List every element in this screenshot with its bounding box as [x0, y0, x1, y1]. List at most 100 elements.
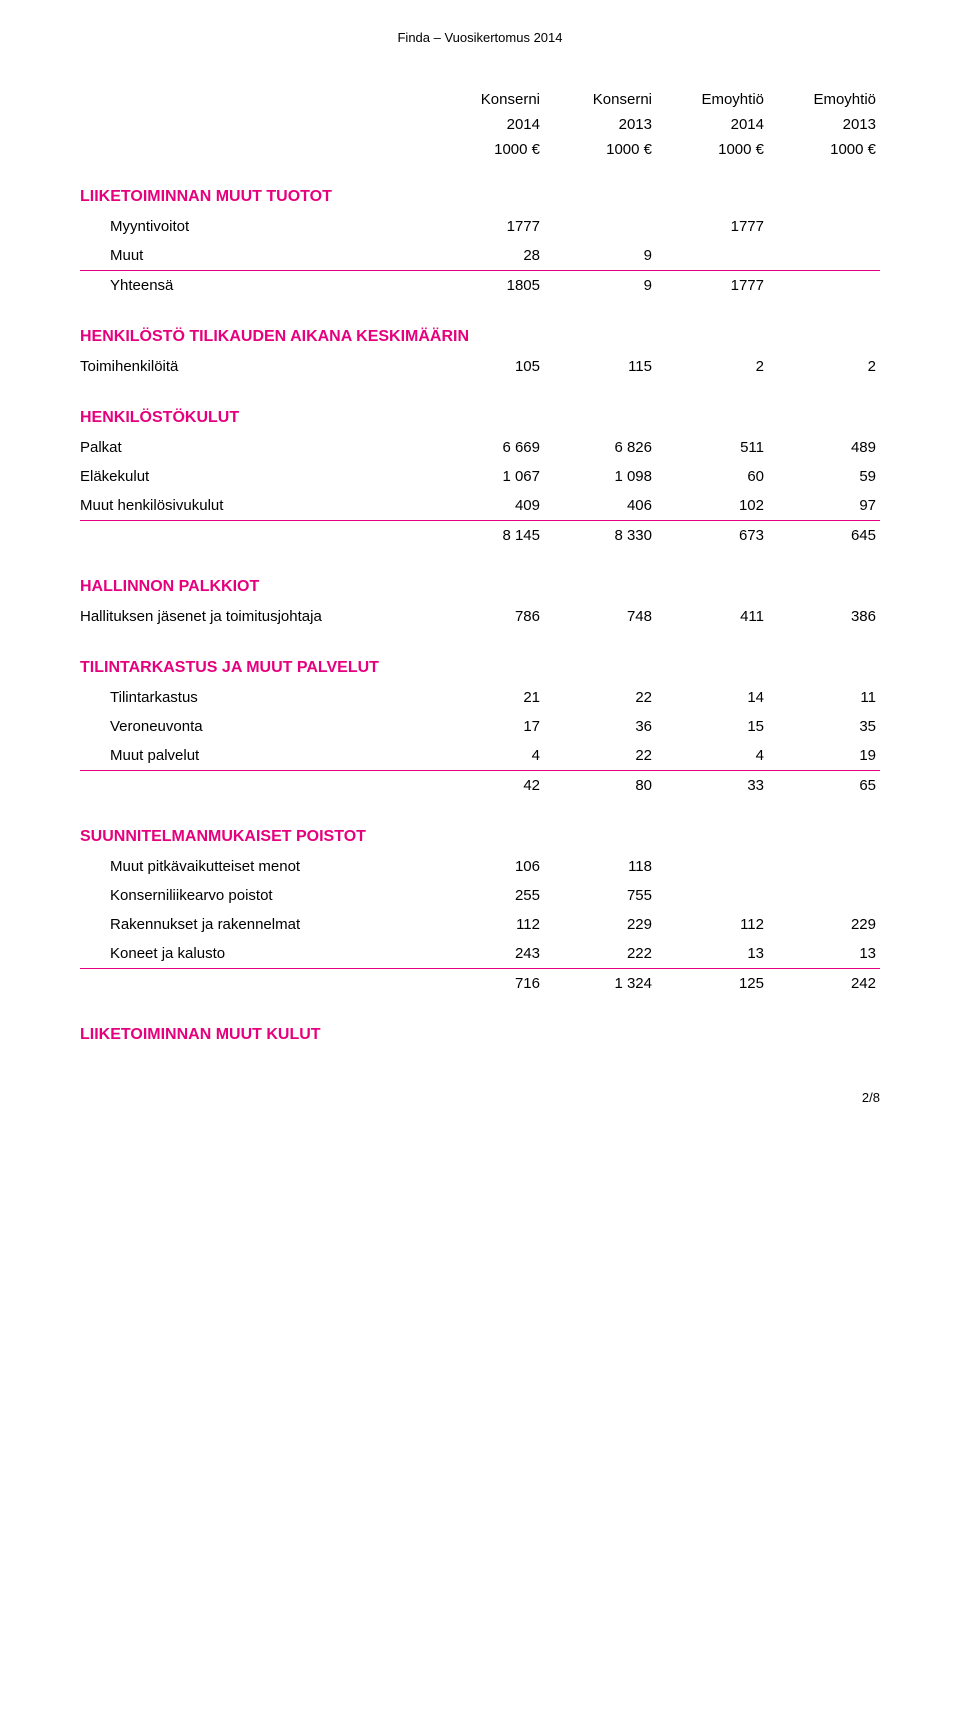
table-row: Muut pitkävaikutteiset menot106118 [80, 852, 880, 881]
table-row: Yhteensä180591777 [80, 271, 880, 301]
table-row: Muut289 [80, 241, 880, 271]
col-h2-3: 2013 [768, 110, 880, 135]
col-h1-2: Emoyhtiö [656, 85, 768, 110]
header-row-3: 1000 € 1000 € 1000 € 1000 € [80, 135, 880, 160]
row-value: 59 [768, 462, 880, 491]
section-table: SUUNNITELMANMUKAISET POISTOTMuut pitkäva… [80, 808, 880, 998]
row-value: 102 [656, 491, 768, 521]
col-h2-2: 2014 [656, 110, 768, 135]
col-h3-3: 1000 € [768, 135, 880, 160]
row-value: 511 [656, 433, 768, 462]
col-h3-0: 1000 € [432, 135, 544, 160]
row-value: 1 098 [544, 462, 656, 491]
row-value: 411 [656, 602, 768, 631]
row-value: 112 [432, 910, 544, 939]
section-title: LIIKETOIMINNAN MUUT KULUT [80, 1006, 880, 1050]
row-label: Yhteensä [80, 271, 432, 301]
row-value: 229 [544, 910, 656, 939]
row-value: 118 [544, 852, 656, 881]
table-row: 8 1458 330673645 [80, 521, 880, 551]
section-title: TILINTARKASTUS JA MUUT PALVELUT [80, 639, 880, 683]
table-row: Veroneuvonta17361535 [80, 712, 880, 741]
section-table: HALLINNON PALKKIOTHallituksen jäsenet ja… [80, 558, 880, 631]
section-table: LIIKETOIMINNAN MUUT KULUT [80, 1006, 880, 1050]
row-label: Tilintarkastus [80, 683, 432, 712]
row-label: Toimihenkilöitä [80, 352, 432, 381]
col-h3-1: 1000 € [544, 135, 656, 160]
row-value: 97 [768, 491, 880, 521]
table-row: Koneet ja kalusto2432221313 [80, 939, 880, 969]
row-value: 222 [544, 939, 656, 969]
row-value: 15 [656, 712, 768, 741]
row-value: 9 [544, 241, 656, 271]
row-value [768, 881, 880, 910]
row-value: 2 [656, 352, 768, 381]
row-value [768, 271, 880, 301]
row-label: Koneet ja kalusto [80, 939, 432, 969]
row-value: 716 [432, 969, 544, 999]
row-label: Muut palvelut [80, 741, 432, 771]
table-row: Hallituksen jäsenet ja toimitusjohtaja78… [80, 602, 880, 631]
col-h2-0: 2014 [432, 110, 544, 135]
row-label: Myyntivoitot [80, 212, 432, 241]
table-row: Toimihenkilöitä10511522 [80, 352, 880, 381]
table-row: Palkat6 6696 826511489 [80, 433, 880, 462]
row-value [544, 212, 656, 241]
row-label [80, 969, 432, 999]
row-value: 106 [432, 852, 544, 881]
header-row-1: Konserni Konserni Emoyhtiö Emoyhtiö [80, 85, 880, 110]
section-title: HALLINNON PALKKIOT [80, 558, 880, 602]
section-title: HENKILÖSTÖ TILIKAUDEN AIKANA KESKIMÄÄRIN [80, 308, 880, 352]
row-value: 1777 [432, 212, 544, 241]
section-table: TILINTARKASTUS JA MUUT PALVELUTTilintark… [80, 639, 880, 800]
row-label [80, 771, 432, 801]
row-value: 1777 [656, 212, 768, 241]
row-label: Konserniliikearvo poistot [80, 881, 432, 910]
row-value [768, 241, 880, 271]
row-label: Muut [80, 241, 432, 271]
row-value: 409 [432, 491, 544, 521]
row-value [656, 881, 768, 910]
row-label: Palkat [80, 433, 432, 462]
row-value: 8 330 [544, 521, 656, 551]
section-title: LIIKETOIMINNAN MUUT TUOTOT [80, 168, 880, 212]
col-h1-0: Konserni [432, 85, 544, 110]
table-row: Konserniliikearvo poistot255755 [80, 881, 880, 910]
row-value: 6 669 [432, 433, 544, 462]
column-headers-table: Konserni Konserni Emoyhtiö Emoyhtiö 2014… [80, 85, 880, 160]
row-value: 36 [544, 712, 656, 741]
row-value: 755 [544, 881, 656, 910]
row-value: 13 [656, 939, 768, 969]
row-value [656, 852, 768, 881]
section-table: HENKILÖSTÖ TILIKAUDEN AIKANA KESKIMÄÄRIN… [80, 308, 880, 381]
row-value: 22 [544, 683, 656, 712]
table-row: Rakennukset ja rakennelmat112229112229 [80, 910, 880, 939]
row-label [80, 521, 432, 551]
row-value: 80 [544, 771, 656, 801]
row-value: 11 [768, 683, 880, 712]
row-value: 9 [544, 271, 656, 301]
row-value: 60 [656, 462, 768, 491]
table-row: Myyntivoitot17771777 [80, 212, 880, 241]
sections-container: LIIKETOIMINNAN MUUT TUOTOTMyyntivoitot17… [80, 168, 880, 1050]
row-label: Veroneuvonta [80, 712, 432, 741]
row-value: 2 [768, 352, 880, 381]
row-value: 489 [768, 433, 880, 462]
table-row: Eläkekulut1 0671 0986059 [80, 462, 880, 491]
table-row: Muut henkilösivukulut40940610297 [80, 491, 880, 521]
section-title: HENKILÖSTÖKULUT [80, 389, 880, 433]
row-value: 1805 [432, 271, 544, 301]
row-value: 112 [656, 910, 768, 939]
header-row-2: 2014 2013 2014 2013 [80, 110, 880, 135]
row-value: 28 [432, 241, 544, 271]
row-value: 1777 [656, 271, 768, 301]
row-value: 786 [432, 602, 544, 631]
table-row: Tilintarkastus21221411 [80, 683, 880, 712]
row-value [656, 241, 768, 271]
row-value: 242 [768, 969, 880, 999]
row-label: Eläkekulut [80, 462, 432, 491]
row-value: 645 [768, 521, 880, 551]
row-label: Rakennukset ja rakennelmat [80, 910, 432, 939]
row-value: 4 [656, 741, 768, 771]
row-value: 673 [656, 521, 768, 551]
